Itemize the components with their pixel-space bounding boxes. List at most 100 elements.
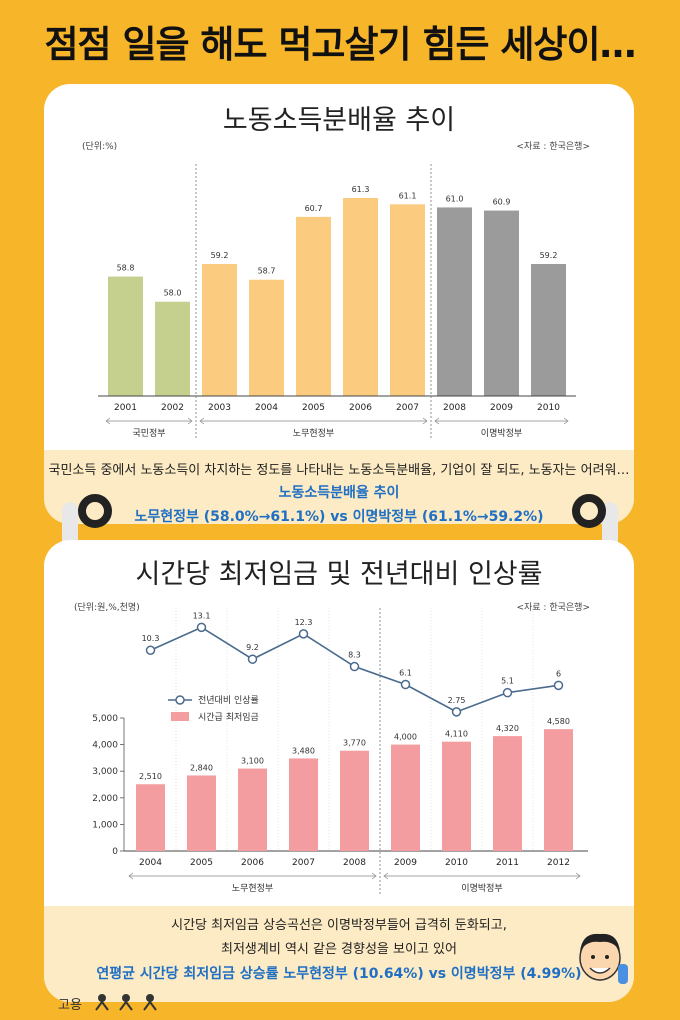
wage-bar-2008 xyxy=(340,750,369,851)
chart2-caption-line2: 최저생계비 역시 같은 경향성을 보이고 있어 xyxy=(221,942,457,957)
wage-bar-2012 xyxy=(544,729,573,851)
x-tick-2001: 2001 xyxy=(114,403,137,413)
wage-bar-2009 xyxy=(391,744,420,851)
chart2-highlight-text: 연평균 시간당 최저임금 상승률 노무현정부 (10.64%) vs 이명박정부… xyxy=(96,966,582,982)
rate-label-2005: 13.1 xyxy=(193,611,211,620)
group-span-arrow-left xyxy=(383,872,389,880)
bar-label-2008: 61.0 xyxy=(446,194,464,203)
labor-share-card: 노동소득분배율 추이 (단위:%) <자료 : 한국은행> 58.8 2001 58… xyxy=(44,84,634,524)
group-span-arrow-left xyxy=(105,417,111,425)
chart1-title: 노동소득분배율 추이 xyxy=(222,105,456,136)
x-tick-2002: 2002 xyxy=(161,403,184,413)
wage-bar-2007 xyxy=(289,758,318,851)
chart1-unit: (단위:%) xyxy=(82,142,118,152)
chart2-title: 시간당 최저임금 및 전년대비 인상률 xyxy=(135,559,543,590)
bar-label-2009: 60.9 xyxy=(493,198,511,207)
group-span-arrow-right xyxy=(371,872,377,880)
wage-bar-label-2006: 3,100 xyxy=(241,757,264,766)
rate-point-2005 xyxy=(196,622,207,633)
wage-bar-2011 xyxy=(493,736,522,851)
group-label: 이명박정부 xyxy=(481,428,522,439)
wage-bar-label-2009: 4,000 xyxy=(394,733,417,742)
wage-bar-2006 xyxy=(238,768,267,851)
legend-line-marker xyxy=(175,695,185,705)
rate-point-2006 xyxy=(247,654,258,664)
x-tick-2010: 2010 xyxy=(445,858,468,868)
y-tick-label: 4,000 xyxy=(92,741,118,751)
rate-label-2006: 9.2 xyxy=(246,643,259,652)
wage-bar-label-2010: 4,110 xyxy=(445,730,468,739)
x-tick-2012: 2012 xyxy=(547,858,570,868)
wage-bar-2005 xyxy=(187,775,216,851)
y-tick-label: 0 xyxy=(112,847,118,857)
wage-bar-2010 xyxy=(442,741,471,851)
rate-label-2009: 6.1 xyxy=(399,669,412,678)
bar-label-2005: 60.7 xyxy=(305,204,323,213)
bar-label-2006: 61.3 xyxy=(352,185,370,194)
x-tick-2003: 2003 xyxy=(208,403,231,413)
wage-bar-label-2004: 2,510 xyxy=(139,772,162,781)
labor-share-chart: 58.8 2001 58.0 2002 59.2 2003 58.7 2004 60.7 2005… xyxy=(98,164,576,440)
rate-point-2012 xyxy=(553,680,564,691)
group-span-arrow-right xyxy=(187,417,193,425)
y-tick-label: 3,000 xyxy=(92,767,118,777)
wage-bar-label-2008: 3,770 xyxy=(343,739,366,748)
wage-bar-label-2007: 3,480 xyxy=(292,746,315,755)
x-tick-2006: 2006 xyxy=(349,403,372,413)
wage-bar-label-2012: 4,580 xyxy=(547,717,570,726)
group-label: 국민정부 xyxy=(132,428,165,439)
bar-2010 xyxy=(531,264,566,396)
rate-point-2009 xyxy=(400,679,411,690)
x-tick-2005: 2005 xyxy=(302,403,325,413)
bar-label-2004: 58.7 xyxy=(258,267,276,276)
chain-ring-right-top xyxy=(572,494,606,528)
group-span-arrow-left xyxy=(199,417,205,425)
group-label: 노무현정부 xyxy=(232,883,273,894)
wage-bar-2004 xyxy=(136,784,165,851)
page-headline: 점점 일을 해도 먹고살기 힘든 세상이… xyxy=(44,23,636,66)
group-span-arrow-right xyxy=(563,417,569,425)
bar-2004 xyxy=(249,279,284,396)
y-tick-label: 1,000 xyxy=(92,820,118,830)
x-tick-2006: 2006 xyxy=(241,858,264,868)
bar-2003 xyxy=(202,264,237,396)
group-span-arrow-right xyxy=(422,417,428,425)
group-label: 노무현정부 xyxy=(293,428,334,439)
chart1-highlight-title: 노동소득분배율 추이 xyxy=(278,485,400,501)
bar-2005 xyxy=(296,216,331,396)
x-tick-2004: 2004 xyxy=(139,858,162,868)
x-tick-2007: 2007 xyxy=(396,403,419,413)
bar-2009 xyxy=(484,210,519,396)
x-tick-2009: 2009 xyxy=(394,858,417,868)
rate-label-2012: 6 xyxy=(556,669,561,678)
footer-figures-icon xyxy=(95,994,157,1011)
x-tick-2005: 2005 xyxy=(190,858,213,868)
rate-label-2008: 8.3 xyxy=(348,651,361,660)
wage-bar-label-2011: 4,320 xyxy=(496,724,519,733)
bar-2008 xyxy=(437,207,472,396)
bar-2007 xyxy=(390,204,425,396)
chart2-unit: (단위:원,%,천명) xyxy=(74,603,140,613)
rate-label-2010: 2.75 xyxy=(448,696,466,705)
rate-point-2010 xyxy=(451,707,462,717)
legend-bar-label: 시간급 최저임금 xyxy=(198,711,259,723)
rate-point-2008 xyxy=(349,661,360,672)
chart2-summary: 시간당 최저임금 상승곡선은 이명박정부들어 급격히 둔화되고, 최저생계비 역… xyxy=(44,906,634,1002)
group-span-arrow-right xyxy=(575,872,581,880)
x-tick-2008: 2008 xyxy=(343,858,366,868)
bar-label-2007: 61.1 xyxy=(399,191,417,200)
chart1-summary: 국민소득 중에서 노동소득이 차지하는 정도를 나타내는 노동소득분배율, 기업… xyxy=(44,450,634,524)
bar-2001 xyxy=(108,276,143,396)
footer-logo-text: 고용 xyxy=(58,998,82,1013)
x-tick-2010: 2010 xyxy=(537,403,560,413)
chart1-caption: 국민소득 중에서 노동소득이 차지하는 정도를 나타내는 노동소득분배율, 기업… xyxy=(48,463,630,478)
bar-label-2010: 59.2 xyxy=(540,251,558,260)
mascot-illustration xyxy=(579,933,628,984)
x-tick-2011: 2011 xyxy=(496,858,519,868)
rate-point-2007 xyxy=(298,629,309,639)
y-tick-label: 5,000 xyxy=(92,714,118,724)
chart1-source: <자료 : 한국은행> xyxy=(516,142,590,152)
bar-2002 xyxy=(155,301,190,396)
wage-bar-label-2005: 2,840 xyxy=(190,763,213,772)
group-span-arrow-left xyxy=(128,872,134,880)
